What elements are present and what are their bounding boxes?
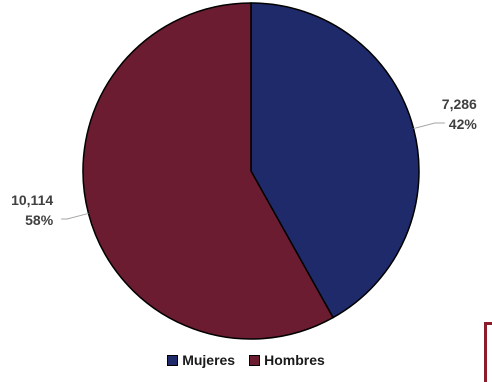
pie-slice-hombres	[82, 2, 335, 340]
legend-swatch-hombres	[249, 354, 261, 366]
pie-slice-mujeres	[250, 2, 420, 319]
corner-decoration	[484, 322, 492, 382]
legend-label-hombres: Hombres	[264, 352, 325, 368]
value-label-hombres: 10,114	[11, 192, 53, 208]
leader-line-hombres	[61, 212, 89, 220]
leader-line-mujeres	[413, 122, 445, 130]
legend-label-mujeres: Mujeres	[182, 352, 236, 368]
percent-label-hombres: 58%	[25, 212, 54, 228]
pie-chart: 7,286 42% 10,114 58%	[11, 2, 478, 340]
legend-item-mujeres: Mujeres	[167, 352, 235, 368]
legend-swatch-mujeres	[167, 354, 179, 366]
percent-label-mujeres: 42%	[449, 116, 478, 132]
legend: Mujeres Hombres	[0, 352, 492, 368]
value-label-mujeres: 7,286	[442, 96, 477, 112]
legend-item-hombres: Hombres	[249, 352, 325, 368]
